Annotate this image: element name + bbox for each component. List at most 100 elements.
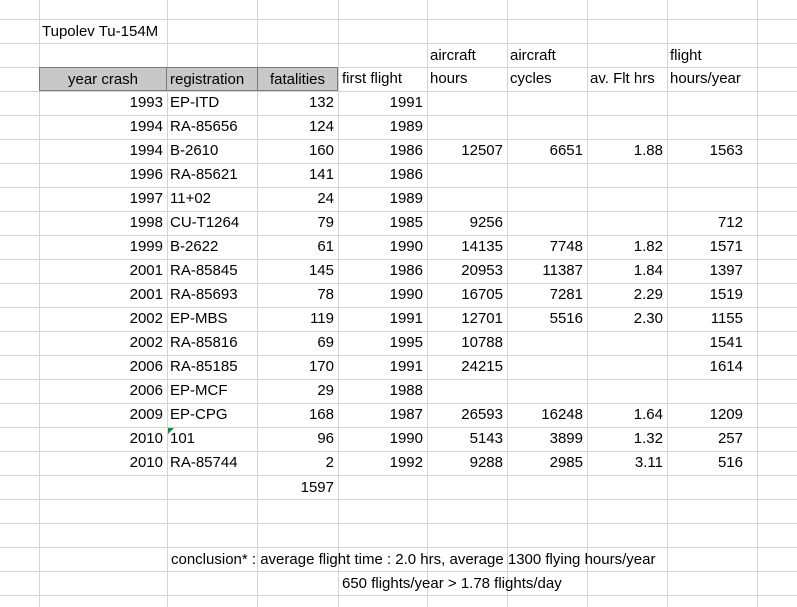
cell-registration[interactable]: RA-85816 — [170, 334, 238, 351]
cell-aircraft-cycles[interactable] — [507, 91, 587, 115]
cell-registration[interactable]: EP-MBS — [170, 310, 228, 327]
header-flight-hours-year-top[interactable]: flight — [670, 47, 702, 64]
cell-flight-hours-year[interactable]: 1519 — [709, 286, 743, 303]
cell-registration[interactable]: EP-MCF — [170, 382, 228, 399]
cell-fatalities[interactable]: 69 — [317, 334, 334, 351]
cell-registration[interactable]: B-2610 — [170, 142, 219, 159]
cell-fatalities[interactable]: 24 — [317, 190, 334, 207]
cell-first-flight[interactable]: 1990 — [389, 238, 423, 255]
cell-year-crash[interactable]: 2002 — [129, 310, 163, 327]
header-aircraft-hours[interactable]: hours — [430, 70, 468, 87]
cell-flight-hours-year[interactable]: 1571 — [709, 238, 743, 255]
cell-first-flight[interactable]: 1995 — [389, 334, 423, 351]
cell-fatalities[interactable]: 145 — [308, 262, 334, 279]
cell-av-flt-hrs[interactable] — [587, 379, 667, 403]
cell-fatalities[interactable]: 168 — [308, 406, 334, 423]
cell-year-crash[interactable]: 2002 — [129, 334, 163, 351]
cell-year-crash[interactable]: 1997 — [129, 190, 163, 207]
cell-registration[interactable]: RA-85845 — [170, 262, 238, 279]
cell-year-crash[interactable]: 1998 — [129, 214, 163, 231]
cell-aircraft-cycles[interactable]: 3899 — [549, 430, 583, 447]
cell-first-flight[interactable]: 1985 — [389, 214, 423, 231]
total-fatalities[interactable]: 1597 — [300, 479, 334, 496]
cell-first-flight[interactable]: 1986 — [389, 142, 423, 159]
cell-first-flight[interactable]: 1986 — [389, 262, 423, 279]
cell-aircraft-hours[interactable]: 10788 — [461, 334, 503, 351]
cell-aircraft-cycles[interactable]: 16248 — [541, 406, 583, 423]
cell-year-crash[interactable]: 2009 — [129, 406, 163, 423]
cell-aircraft-hours[interactable] — [427, 115, 507, 139]
cell-year-crash[interactable]: 1994 — [129, 142, 163, 159]
header-fatalities[interactable]: fatalities — [257, 67, 338, 91]
cell-registration[interactable]: 101 — [170, 430, 196, 447]
cell-registration[interactable]: CU-T1264 — [170, 214, 240, 231]
cell-first-flight[interactable]: 1988 — [389, 382, 423, 399]
cell-flight-hours-year[interactable] — [667, 163, 747, 187]
cell-aircraft-cycles[interactable] — [507, 331, 587, 355]
cell-fatalities[interactable]: 61 — [317, 238, 334, 255]
cell-first-flight[interactable]: 1986 — [389, 166, 423, 183]
cell-av-flt-hrs[interactable] — [587, 91, 667, 115]
cell-first-flight[interactable]: 1987 — [389, 406, 423, 423]
cell-fatalities[interactable]: 141 — [308, 166, 334, 183]
cell-aircraft-hours[interactable]: 14135 — [461, 238, 503, 255]
cell-first-flight[interactable]: 1989 — [389, 190, 423, 207]
cell-flight-hours-year[interactable]: 1209 — [709, 406, 743, 423]
cell-flight-hours-year[interactable] — [667, 115, 747, 139]
header-av-flt-hrs[interactable]: av. Flt hrs — [590, 70, 655, 87]
cell-aircraft-hours[interactable]: 24215 — [461, 358, 503, 375]
cell-aircraft-cycles[interactable] — [507, 163, 587, 187]
cell-first-flight[interactable]: 1991 — [389, 310, 423, 327]
cell-aircraft-cycles[interactable] — [507, 187, 587, 211]
cell-registration[interactable]: B-2622 — [170, 238, 219, 255]
cell-av-flt-hrs[interactable]: 1.82 — [633, 238, 663, 255]
cell-flight-hours-year[interactable]: 1397 — [709, 262, 743, 279]
cell-aircraft-hours[interactable]: 9288 — [469, 454, 503, 471]
cell-fatalities[interactable]: 2 — [325, 454, 334, 471]
cell-fatalities[interactable]: 160 — [308, 142, 334, 159]
cell-fatalities[interactable]: 119 — [310, 310, 334, 327]
cell-aircraft-hours[interactable]: 12701 — [461, 310, 503, 327]
cell-aircraft-hours[interactable] — [427, 91, 507, 115]
cell-year-crash[interactable]: 2010 — [129, 454, 163, 471]
comment-indicator[interactable] — [168, 428, 174, 434]
cell-fatalities[interactable]: 170 — [308, 358, 334, 375]
cell-aircraft-cycles[interactable]: 7748 — [549, 238, 583, 255]
cell-year-crash[interactable]: 1994 — [129, 118, 163, 135]
cell-year-crash[interactable]: 1993 — [129, 94, 163, 111]
cell-registration[interactable]: RA-85621 — [170, 166, 238, 183]
cell-av-flt-hrs[interactable]: 3.11 — [634, 454, 663, 471]
cell-aircraft-hours[interactable]: 5143 — [469, 430, 503, 447]
cell-fatalities[interactable]: 132 — [308, 94, 334, 111]
cell-registration[interactable]: RA-85185 — [170, 358, 238, 375]
cell-flight-hours-year[interactable]: 712 — [717, 214, 743, 231]
cell-av-flt-hrs[interactable] — [587, 211, 667, 235]
cell-av-flt-hrs[interactable] — [587, 331, 667, 355]
cell-aircraft-hours[interactable] — [427, 187, 507, 211]
cell-year-crash[interactable]: 2010 — [129, 430, 163, 447]
cell-registration[interactable]: RA-85693 — [170, 286, 238, 303]
cell-aircraft-hours[interactable] — [427, 379, 507, 403]
cell-registration[interactable]: 11+02 — [170, 190, 212, 207]
cell-av-flt-hrs[interactable]: 1.64 — [633, 406, 663, 423]
cell-aircraft-hours[interactable]: 9256 — [469, 214, 503, 231]
cell-av-flt-hrs[interactable]: 1.88 — [633, 142, 663, 159]
cell-aircraft-hours[interactable]: 20953 — [461, 262, 503, 279]
cell-aircraft-cycles[interactable]: 6651 — [549, 142, 583, 159]
header-year-crash[interactable]: year crash — [39, 67, 167, 91]
cell-aircraft-hours[interactable]: 12507 — [461, 142, 503, 159]
cell-fatalities[interactable]: 78 — [317, 286, 334, 303]
cell-aircraft-hours[interactable]: 16705 — [461, 286, 503, 303]
cell-first-flight[interactable]: 1991 — [389, 94, 423, 111]
header-first-flight[interactable]: first flight — [342, 70, 403, 87]
cell-registration[interactable]: RA-85656 — [170, 118, 238, 135]
cell-registration[interactable]: RA-85744 — [170, 454, 238, 471]
header-flight-hours-year[interactable]: hours/year — [670, 70, 741, 87]
cell-year-crash[interactable]: 2006 — [129, 358, 163, 375]
cell-aircraft-hours[interactable]: 26593 — [461, 406, 503, 423]
cell-fatalities[interactable]: 124 — [308, 118, 334, 135]
cell-av-flt-hrs[interactable] — [587, 355, 667, 379]
cell-flight-hours-year[interactable]: 257 — [717, 430, 743, 447]
cell-av-flt-hrs[interactable]: 1.32 — [633, 430, 663, 447]
cell-flight-hours-year[interactable]: 516 — [717, 454, 743, 471]
